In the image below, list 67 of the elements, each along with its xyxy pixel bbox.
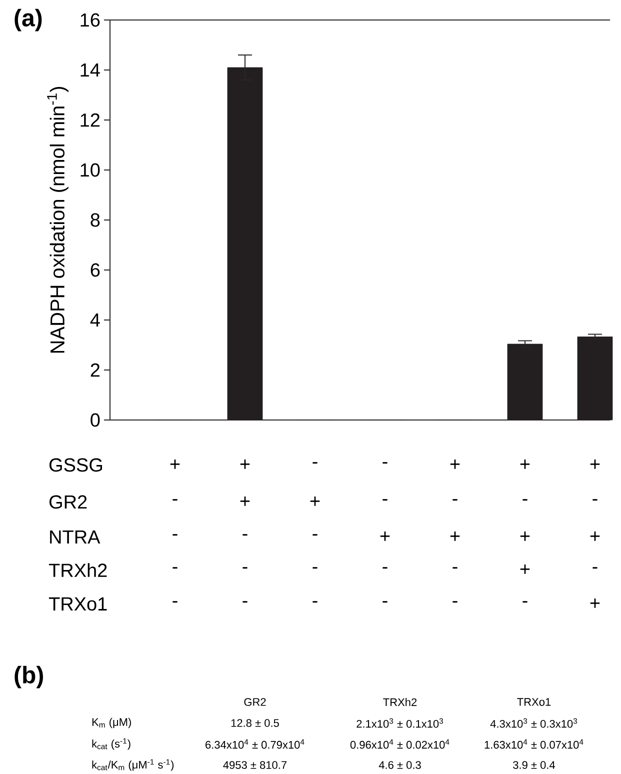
text: - <box>452 499 458 501</box>
text: GSSG <box>49 458 102 472</box>
text: - <box>312 462 318 464</box>
text: + <box>380 532 390 541</box>
text: - <box>592 567 598 569</box>
y-axis-title: NADPH oxidation (nmol min$^{-1}$) <box>47 86 68 353</box>
text: GR2 <box>49 495 87 509</box>
text: - <box>382 567 388 569</box>
text: - <box>382 601 388 603</box>
text: - <box>172 601 178 603</box>
y-tick-label: 16 <box>80 13 100 27</box>
text: - <box>172 567 178 569</box>
y-tick-label: 8 <box>90 213 100 227</box>
text: + <box>520 532 530 541</box>
y-tick-label: 10 <box>80 163 100 177</box>
text: k$_{cat}$ (s$^{-1}$) <box>92 738 130 750</box>
text: TRXh2 <box>48 563 107 577</box>
text: + <box>450 460 460 469</box>
text: - <box>312 601 318 603</box>
text: TRXo1 <box>48 597 107 611</box>
text: - <box>522 499 528 501</box>
chart-title: (a) <box>14 8 42 32</box>
text: 6.34x10$^{4}$ ± 0.79x10$^{4}$ <box>206 739 304 749</box>
text: GR2 <box>244 698 266 706</box>
text: + <box>590 460 600 469</box>
text: - <box>172 534 178 536</box>
y-tick-label: 12 <box>80 113 100 127</box>
y-tick-label: 6 <box>90 263 100 277</box>
text: + <box>450 532 460 541</box>
y-tick-label: 4 <box>90 313 100 327</box>
text: + <box>240 460 250 469</box>
text: TRXh2 <box>383 698 417 706</box>
text: K$_{m}$ (μM) <box>92 718 131 728</box>
text: 0.96x10$^{4}$ ± 0.02x10$^{4}$ <box>350 739 450 749</box>
text: - <box>242 567 248 569</box>
text: - <box>242 534 248 536</box>
text: - <box>592 499 598 501</box>
text: 4.3x10$^{3}$ ± 0.3x10$^{3}$ <box>490 718 578 728</box>
text: + <box>310 496 320 506</box>
text: - <box>452 601 458 603</box>
text: + <box>590 598 600 608</box>
text: + <box>590 532 600 541</box>
text: 4953 ± 810.7 <box>223 761 287 769</box>
y-tick-label: 14 <box>80 63 100 77</box>
text: - <box>522 601 528 603</box>
text: - <box>312 567 318 569</box>
text: 3.9 ± 0.4 <box>513 761 556 769</box>
text: - <box>382 462 388 464</box>
text: - <box>382 499 388 501</box>
text: - <box>312 534 318 536</box>
text: - <box>452 567 458 569</box>
text: 1.63x10$^{4}$ ± 0.07x10$^{4}$ <box>484 739 584 749</box>
text: + <box>170 460 180 469</box>
text: - <box>172 499 178 501</box>
text: 4.6 ± 0.3 <box>378 761 421 769</box>
text: TRXo1 <box>517 698 551 706</box>
y-tick-label: 0 <box>90 413 100 427</box>
text: (b) <box>14 666 43 688</box>
y-tick-label: 2 <box>90 363 100 377</box>
text: k$_{cat}$/K$_{m}$ (μM$^{-1}$ s$^{-1}$) <box>92 759 174 771</box>
text: - <box>242 601 248 603</box>
text: NTRA <box>50 530 100 544</box>
text: + <box>240 496 250 506</box>
text: 2.1x10$^{3}$ ± 0.1x10$^{3}$ <box>356 718 444 728</box>
text: + <box>520 460 530 469</box>
text: + <box>520 564 530 574</box>
text: 12.8 ± 0.5 <box>231 719 279 727</box>
